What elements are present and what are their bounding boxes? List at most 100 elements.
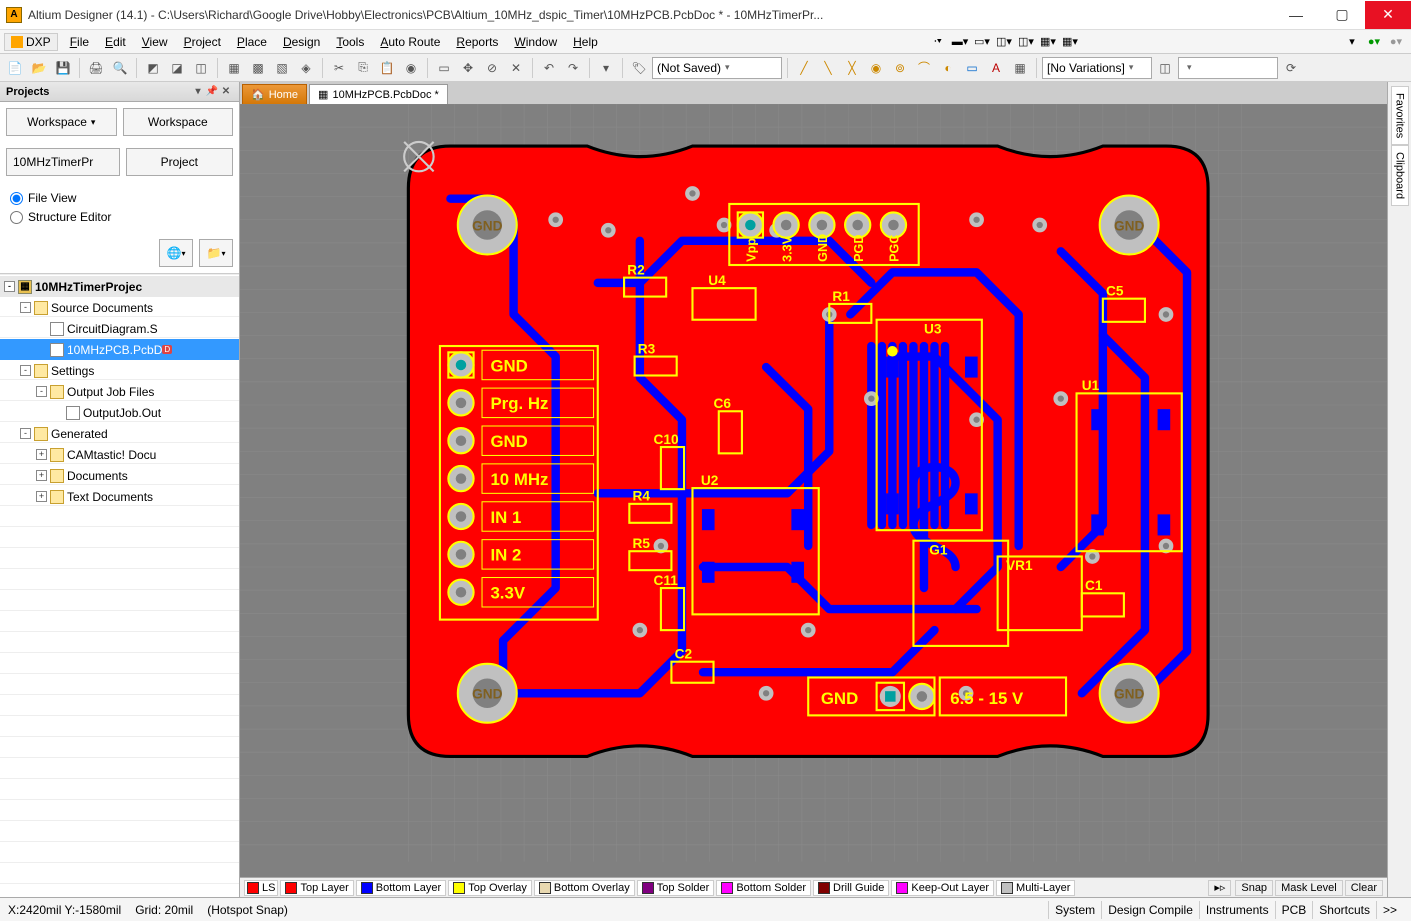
- status-btn-system[interactable]: System: [1048, 901, 1101, 919]
- route-1[interactable]: ╱: [793, 57, 815, 79]
- workspace-combo[interactable]: Workspace▾: [6, 108, 117, 136]
- tree-node[interactable]: -▦10MHzTimerProjec: [0, 276, 239, 297]
- menu-file[interactable]: File: [62, 33, 97, 51]
- tree-node[interactable]: CircuitDiagram.S: [0, 318, 239, 339]
- tb-13[interactable]: ◫: [1154, 57, 1176, 79]
- route-6[interactable]: ⌒: [913, 57, 935, 79]
- tree-node[interactable]: -Generated: [0, 423, 239, 444]
- menu-tools[interactable]: Tools: [328, 33, 372, 51]
- tb-1[interactable]: ◩: [142, 57, 164, 79]
- menu-edit[interactable]: Edit: [97, 33, 134, 51]
- status-btn-designcompile[interactable]: Design Compile: [1101, 901, 1199, 919]
- tb-10[interactable]: ▾: [595, 57, 617, 79]
- text-button[interactable]: A: [985, 57, 1007, 79]
- route-7[interactable]: ◐: [937, 57, 959, 79]
- menu-tool-4[interactable]: ◫▾: [994, 32, 1014, 52]
- project-tree[interactable]: -▦10MHzTimerProjec-Source DocumentsCircu…: [0, 273, 239, 897]
- menu-view[interactable]: View: [134, 33, 176, 51]
- layer-tab-bottom-layer[interactable]: Bottom Layer: [356, 880, 446, 896]
- undo-button[interactable]: ↶: [538, 57, 560, 79]
- layer-tab-top-solder[interactable]: Top Solder: [637, 880, 715, 896]
- status-btn-instruments[interactable]: Instruments: [1199, 901, 1275, 919]
- menu-arrow[interactable]: ▾: [1342, 32, 1362, 52]
- save-button[interactable]: 💾: [52, 57, 74, 79]
- save-state-combo[interactable]: (Not Saved)▾: [652, 57, 782, 79]
- open-button[interactable]: 📂: [28, 57, 50, 79]
- status-btn-pcb[interactable]: PCB: [1275, 901, 1313, 919]
- deselect-button[interactable]: ⊘: [481, 57, 503, 79]
- minimize-button[interactable]: —: [1273, 1, 1319, 29]
- preview-button[interactable]: 🔍: [109, 57, 131, 79]
- layer-tab-multi-layer[interactable]: Multi-Layer: [996, 880, 1075, 896]
- menu-reports[interactable]: Reports: [448, 33, 506, 51]
- route-8[interactable]: ▭: [961, 57, 983, 79]
- panel-pin-icon[interactable]: 📌: [205, 85, 219, 99]
- route-5[interactable]: ⊚: [889, 57, 911, 79]
- menu-window[interactable]: Window: [506, 33, 565, 51]
- layer-tab-top-layer[interactable]: Top Layer: [280, 880, 353, 896]
- menu-help[interactable]: Help: [565, 33, 606, 51]
- layer-btn-mask-level[interactable]: Mask Level: [1275, 880, 1343, 896]
- copy-button[interactable]: ⎘: [352, 57, 374, 79]
- tb-7[interactable]: ◈: [295, 57, 317, 79]
- close-button[interactable]: ✕: [1365, 1, 1411, 29]
- tb-6[interactable]: ▧: [271, 57, 293, 79]
- file-view-radio[interactable]: File View: [10, 191, 229, 205]
- layer-tab-keep-out-layer[interactable]: Keep-Out Layer: [891, 880, 994, 896]
- variations-combo[interactable]: [No Variations]▾: [1042, 57, 1152, 79]
- panel-ibtn-2[interactable]: 📁 ▾: [199, 239, 233, 267]
- print-button[interactable]: 🖨: [85, 57, 107, 79]
- menu-project[interactable]: Project: [176, 33, 229, 51]
- tree-node[interactable]: OutputJob.Out: [0, 402, 239, 423]
- tree-node[interactable]: -Source Documents: [0, 297, 239, 318]
- tree-node[interactable]: -Output Job Files: [0, 381, 239, 402]
- empty-combo[interactable]: ▾: [1178, 57, 1278, 79]
- right-tab-clipboard[interactable]: Clipboard: [1391, 145, 1409, 206]
- tb-4[interactable]: ▦: [223, 57, 245, 79]
- paste-button[interactable]: 📋: [376, 57, 398, 79]
- menu-auto-route[interactable]: Auto Route: [372, 33, 448, 51]
- route-2[interactable]: ╲: [817, 57, 839, 79]
- panel-close-icon[interactable]: ✕: [219, 85, 233, 99]
- tb-8[interactable]: ◉: [400, 57, 422, 79]
- menu-nav-back[interactable]: ●▾: [1364, 32, 1384, 52]
- tb-9[interactable]: ✕: [505, 57, 527, 79]
- tab-home[interactable]: 🏠 Home: [242, 84, 307, 104]
- menu-tool-6[interactable]: ▦▾: [1038, 32, 1058, 52]
- tb-5[interactable]: ▩: [247, 57, 269, 79]
- project-button[interactable]: Project: [126, 148, 234, 176]
- menu-tool-7[interactable]: ▦▾: [1060, 32, 1080, 52]
- menu-nav-fwd[interactable]: ●▾: [1386, 32, 1406, 52]
- route-3[interactable]: ╳: [841, 57, 863, 79]
- layer-nav-icon[interactable]: ▸▹: [1208, 880, 1231, 896]
- dxp-menu[interactable]: DXP: [4, 33, 58, 51]
- layer-tab-top-overlay[interactable]: Top Overlay: [448, 880, 532, 896]
- move-button[interactable]: ✥: [457, 57, 479, 79]
- status-btn-shortcuts[interactable]: Shortcuts: [1312, 901, 1376, 919]
- layer-tab-bottom-solder[interactable]: Bottom Solder: [716, 880, 811, 896]
- tb-14[interactable]: ⟳: [1280, 57, 1302, 79]
- layer-btn-snap[interactable]: Snap: [1235, 880, 1273, 896]
- tb-12[interactable]: ▦: [1009, 57, 1031, 79]
- project-name-field[interactable]: 10MHzTimerPr: [6, 148, 120, 176]
- tree-node[interactable]: -Settings: [0, 360, 239, 381]
- workspace-button[interactable]: Workspace: [123, 108, 234, 136]
- new-button[interactable]: 📄: [4, 57, 26, 79]
- pcb-canvas[interactable]: GNDGNDGNDGNDGNDPrg. HzGND10 MHzIN 1IN 23…: [240, 104, 1387, 877]
- select-button[interactable]: ▭: [433, 57, 455, 79]
- tree-node[interactable]: 10MHzPCB.PcbD D: [0, 339, 239, 360]
- layer-tab-ls[interactable]: LS: [244, 880, 278, 896]
- cut-button[interactable]: ✂: [328, 57, 350, 79]
- menu-tool-5[interactable]: ◫▾: [1016, 32, 1036, 52]
- redo-button[interactable]: ↷: [562, 57, 584, 79]
- tree-node[interactable]: +CAMtastic! Docu: [0, 444, 239, 465]
- layer-tab-bottom-overlay[interactable]: Bottom Overlay: [534, 880, 635, 896]
- panel-dropdown-icon[interactable]: ▾: [191, 85, 205, 99]
- tb-2[interactable]: ◪: [166, 57, 188, 79]
- menu-tool-1[interactable]: 🞗▾: [928, 32, 948, 52]
- tb-11[interactable]: 🏷: [628, 57, 650, 79]
- maximize-button[interactable]: ▢: [1319, 1, 1365, 29]
- layer-tab-drill-guide[interactable]: Drill Guide: [813, 880, 889, 896]
- route-4[interactable]: ◉: [865, 57, 887, 79]
- menu-tool-3[interactable]: ▭▾: [972, 32, 992, 52]
